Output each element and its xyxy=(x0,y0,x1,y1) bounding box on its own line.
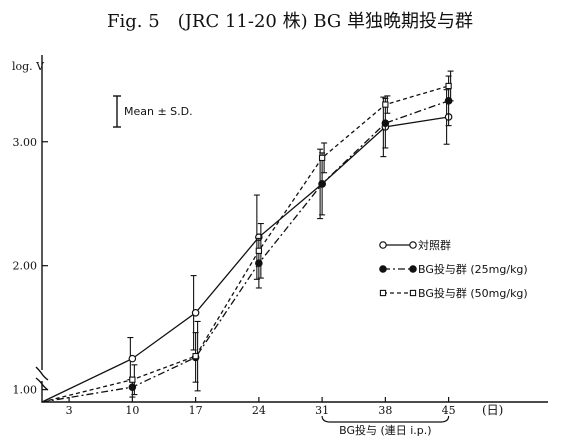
legend-label: BG投与群 (25mg/kg) xyxy=(418,262,528,276)
series-line xyxy=(41,100,449,403)
legend-label: BG投与群 (50mg/kg) xyxy=(418,286,528,300)
data-point xyxy=(255,247,263,254)
axes xyxy=(35,55,548,403)
treatment-bracket: BG投与 (連日 i.p.) xyxy=(321,415,450,437)
y-tick-label: 2.00 xyxy=(13,260,38,273)
legend: 対照群 BG投与群 (25mg/kg) BG投与群 (50mg/kg) xyxy=(379,238,528,300)
legend-label: 対照群 xyxy=(418,238,451,252)
legend-item: 対照群 xyxy=(379,238,451,252)
error-key-label: Mean ± S.D. xyxy=(124,105,193,118)
y-axis-line-lower xyxy=(41,381,548,403)
legend-marker-end xyxy=(409,289,417,297)
x-axis-unit: (日) xyxy=(482,403,503,417)
x-tick-label: 31 xyxy=(315,404,329,417)
data-point xyxy=(128,354,137,363)
x-tick-label: 38 xyxy=(378,404,392,417)
legend-marker-start xyxy=(379,289,387,297)
treatment-bracket-line xyxy=(321,415,450,423)
legend-item: BG投与群 (50mg/kg) xyxy=(379,286,528,300)
y-tick-label: 3.00 xyxy=(13,136,38,149)
legend-marker-end xyxy=(409,241,417,249)
x-tick-label: 10 xyxy=(125,404,139,417)
chart-title: Fig. 5 (JRC 11-20 株) BG 単独晩期投与群 xyxy=(107,11,473,32)
x-ticks: 3 10 17 24 31 38 45 xyxy=(66,397,456,417)
data-point xyxy=(318,180,326,188)
series-layer xyxy=(41,70,454,403)
data-point xyxy=(381,119,390,127)
series-line xyxy=(41,116,449,403)
x-tick-label: 3 xyxy=(66,404,73,417)
x-tick-label: 45 xyxy=(442,404,456,417)
data-point xyxy=(382,101,389,108)
axis-break-mark xyxy=(35,366,49,391)
series-3 xyxy=(41,70,454,403)
series-line xyxy=(41,85,449,403)
legend-marker-start xyxy=(379,241,387,249)
legend-marker-start xyxy=(379,265,387,273)
y-tick-label: 1.00 xyxy=(13,384,38,397)
error-key: Mean ± S.D. xyxy=(113,95,193,128)
data-point xyxy=(318,154,326,162)
y-axis-label: log. V xyxy=(12,60,45,73)
data-point xyxy=(191,308,200,317)
data-point xyxy=(129,376,136,383)
x-tick-label: 24 xyxy=(252,404,266,417)
series-2 xyxy=(41,75,453,403)
data-point xyxy=(445,82,452,90)
data-point xyxy=(192,352,199,360)
y-ticks: 1.00 2.00 3.00 xyxy=(13,136,48,397)
legend-item: BG投与群 (25mg/kg) xyxy=(379,262,528,276)
x-tick-label: 17 xyxy=(189,404,203,417)
treatment-label: BG投与 (連日 i.p.) xyxy=(339,423,432,437)
series-1 xyxy=(41,89,453,403)
legend-marker-end xyxy=(409,265,417,273)
